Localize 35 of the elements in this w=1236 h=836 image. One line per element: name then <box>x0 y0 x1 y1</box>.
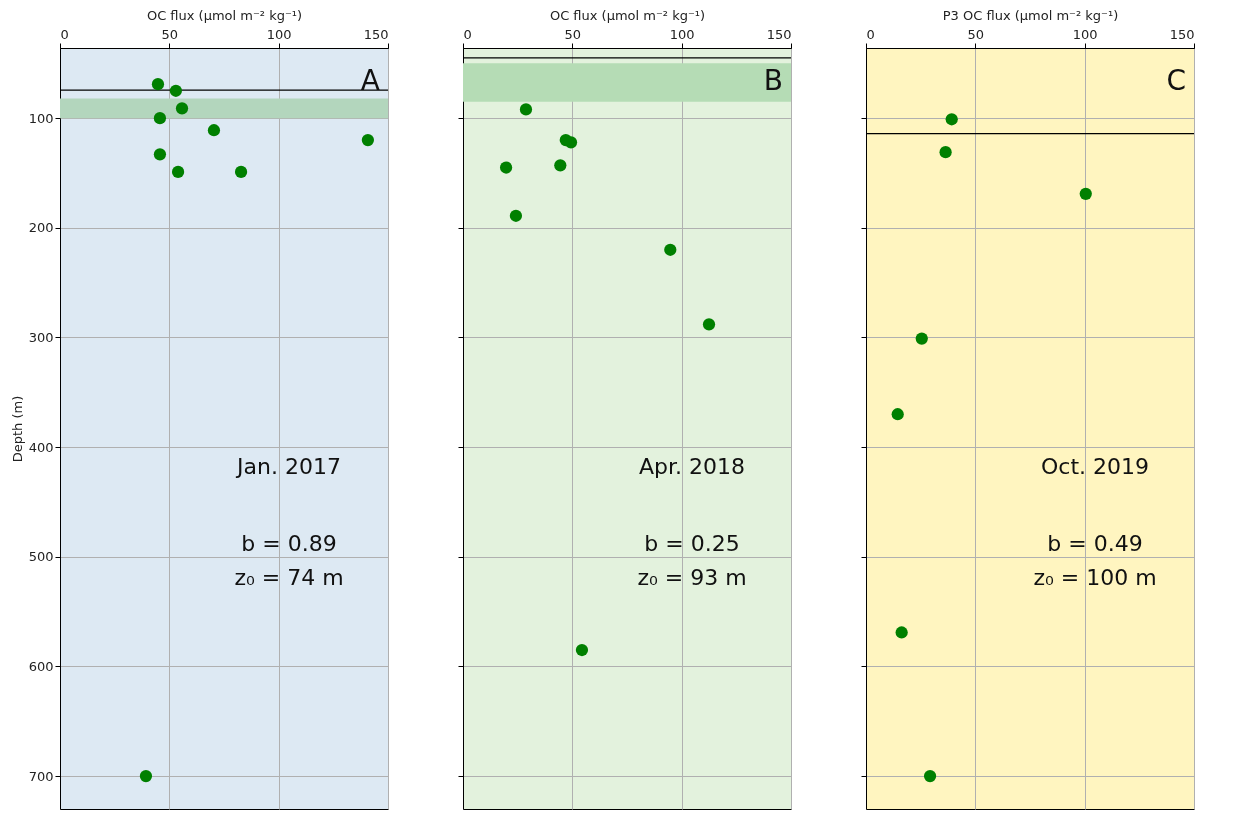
x-tick-label: 50 <box>564 26 582 42</box>
annotation: B <box>763 64 783 97</box>
y-tick-label: 200 <box>28 220 54 236</box>
y-tick-label: 700 <box>28 768 54 784</box>
x-tick-label: 50 <box>967 26 985 42</box>
annotation: z₀ = 100 m <box>1033 565 1157 590</box>
x-tick-label: 0 <box>60 26 69 42</box>
annotation: b = 0.89 <box>241 531 337 556</box>
x-tick-label: 150 <box>363 26 389 42</box>
annotation: Oct. 2019 <box>1040 454 1150 479</box>
x-tick-label: 150 <box>1169 26 1195 42</box>
y-axis-title: Depth (m) <box>9 395 25 463</box>
annotation: b = 0.25 <box>644 531 740 556</box>
x-axis-title: OC flux (μmol m⁻² kg⁻¹) <box>146 7 303 23</box>
y-tick-label: 600 <box>28 658 54 674</box>
annotation: Apr. 2018 <box>638 454 746 479</box>
y-tick-label: 500 <box>28 549 54 565</box>
annotation: C <box>1166 64 1186 97</box>
x-tick-label: 100 <box>669 26 695 42</box>
annotation: Jan. 2017 <box>235 454 341 479</box>
x-axis-title: P3 OC flux (μmol m⁻² kg⁻¹) <box>942 7 1119 23</box>
annotation: b = 0.49 <box>1047 531 1143 556</box>
y-tick-label: 100 <box>28 110 54 126</box>
annotation: z₀ = 74 m <box>234 565 344 590</box>
annotation: z₀ = 93 m <box>637 565 747 590</box>
annotation: A <box>360 64 380 97</box>
y-tick-label: 300 <box>28 329 54 345</box>
x-tick-label: 0 <box>866 26 875 42</box>
x-tick-label: 150 <box>766 26 792 42</box>
x-axis-title: OC flux (μmol m⁻² kg⁻¹) <box>549 7 706 23</box>
x-tick-label: 100 <box>266 26 292 42</box>
x-tick-label: 50 <box>161 26 179 42</box>
x-tick-label: 100 <box>1072 26 1098 42</box>
x-tick-label: 0 <box>463 26 472 42</box>
y-tick-label: 400 <box>28 439 54 455</box>
